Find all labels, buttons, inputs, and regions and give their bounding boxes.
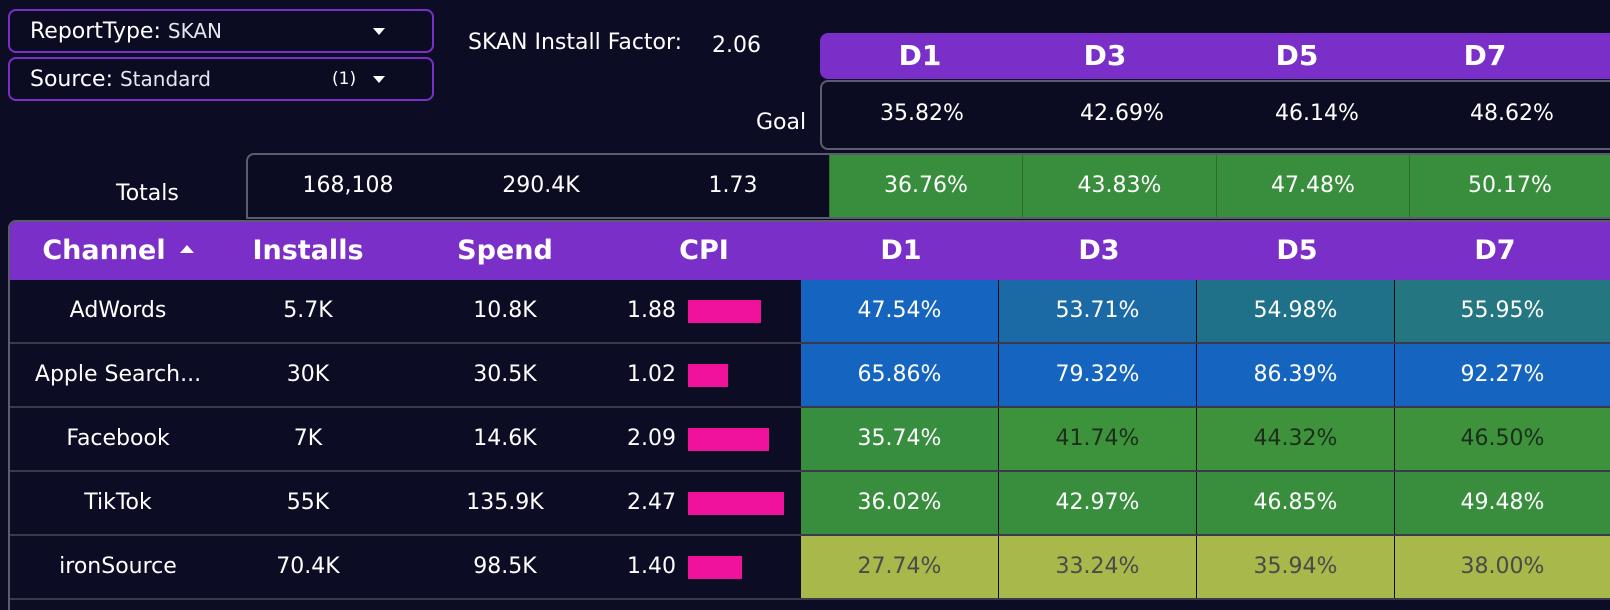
day-header-d7: D7 [1463, 39, 1507, 72]
chevron-down-icon [373, 76, 385, 83]
goal-d1: 35.82% [880, 101, 964, 126]
cpi-cell: 1.02 [627, 362, 676, 387]
retention-cell-d5: 44.32% [1196, 408, 1394, 470]
spend-cell: 30.5K [473, 362, 537, 387]
channel-cell: ironSource [59, 554, 177, 579]
channel-cell: AdWords [69, 298, 167, 323]
retention-cell-d3: 53.71% [998, 280, 1196, 342]
retention-cell-d7: 46.50% [1394, 408, 1610, 470]
spend-cell: 98.5K [473, 554, 537, 579]
spend-cell: 10.8K [473, 298, 537, 323]
table-row[interactable]: ironSource 70.4K 98.5K 1.40 27.74% 33.24% 35.9… [10, 536, 1610, 600]
day-header-d3: D3 [1083, 39, 1127, 72]
retention-cell-d7: 92.27% [1394, 344, 1610, 406]
totals-installs: 168,108 [302, 173, 394, 198]
table-row[interactable]: Apple Search... 30K 30.5K 1.02 65.86% 79.32% 8… [10, 344, 1610, 408]
goal-label: Goal [756, 110, 807, 135]
source-label: Source [30, 67, 106, 92]
column-header-d7[interactable]: D7 [1474, 235, 1516, 266]
retention-cell-d7: 38.00% [1394, 536, 1610, 598]
retention-cell-d7: 49.48% [1394, 472, 1610, 534]
retention-cell-d3: 42.97% [998, 472, 1196, 534]
source-value: Standard [119, 67, 211, 91]
report-type-dropdown[interactable]: ReportType: SKAN [8, 9, 434, 53]
day-header-d1: D1 [898, 39, 942, 72]
column-header-d1[interactable]: D1 [880, 235, 922, 266]
installs-cell: 70.4K [276, 554, 340, 579]
install-factor-label: SKAN Install Factor: [468, 30, 683, 55]
spend-cell: 14.6K [473, 426, 537, 451]
table-header: Channel Installs Spend CPI D1 D3 D5 D7 [10, 222, 1610, 280]
cpi-cell: 2.09 [627, 426, 676, 451]
totals-spend: 290.4K [502, 173, 580, 198]
cpi-bar [688, 428, 769, 451]
spend-cell: 135.9K [466, 490, 544, 515]
retention-cell-d5: 54.98% [1196, 280, 1394, 342]
channel-cell: TikTok [84, 490, 152, 515]
totals-row: 168,108 290.4K 1.73 36.76% 43.83% 47.48%… [246, 153, 1610, 219]
retention-cell-d1: 35.74% [800, 408, 998, 470]
goal-d3: 42.69% [1080, 101, 1164, 126]
channel-cell: Facebook [66, 426, 170, 451]
report-type-label: ReportType [30, 19, 154, 44]
retention-cell-d7: 55.95% [1394, 280, 1610, 342]
report-type-value: SKAN [167, 19, 222, 43]
channel-cell: Apple Search... [34, 362, 202, 387]
chevron-down-icon [373, 28, 385, 35]
install-factor-value: 2.06 [712, 33, 761, 58]
cpi-cell: 2.47 [627, 490, 676, 515]
cpi-bar [688, 300, 761, 323]
goal-d7: 48.62% [1470, 101, 1554, 126]
column-header-spend[interactable]: Spend [457, 235, 553, 266]
retention-cell-d1: 36.02% [800, 472, 998, 534]
totals-d3: 43.83% [1022, 155, 1216, 217]
totals-d7: 50.17% [1409, 155, 1610, 217]
goal-d5: 46.14% [1275, 101, 1359, 126]
retention-cell-d3: 33.24% [998, 536, 1196, 598]
retention-cell-d3: 41.74% [998, 408, 1196, 470]
column-header-cpi[interactable]: CPI [679, 235, 729, 266]
retention-cell-d1: 47.54% [800, 280, 998, 342]
column-header-d3[interactable]: D3 [1078, 235, 1120, 266]
installs-cell: 30K [286, 362, 330, 387]
sort-ascending-icon [179, 244, 194, 253]
retention-cell-d5: 35.94% [1196, 536, 1394, 598]
table-row[interactable]: Facebook 7K 14.6K 2.09 35.74% 41.74% 44.32% 46.… [10, 408, 1610, 472]
goal-row: 35.82% 42.69% 46.14% 48.62% [820, 80, 1610, 150]
installs-cell: 7K [293, 426, 323, 451]
retention-cell-d5: 46.85% [1196, 472, 1394, 534]
cpi-bar [688, 364, 728, 387]
day-header-d5: D5 [1275, 39, 1319, 72]
retention-cell-d3: 79.32% [998, 344, 1196, 406]
cpi-cell: 1.88 [627, 298, 676, 323]
column-header-channel[interactable]: Channel [18, 222, 218, 280]
retention-cell-d1: 65.86% [800, 344, 998, 406]
cpi-bar [688, 556, 742, 579]
retention-cell-d5: 86.39% [1196, 344, 1394, 406]
totals-label: Totals [116, 181, 179, 206]
column-header-d5[interactable]: D5 [1276, 235, 1318, 266]
source-dropdown[interactable]: Source: Standard (1) [8, 57, 434, 101]
retention-day-header: D1 D3 D5 D7 [820, 33, 1610, 79]
totals-d1: 36.76% [829, 155, 1022, 217]
cpi-bar [688, 492, 784, 515]
totals-cpi: 1.73 [708, 173, 758, 198]
installs-cell: 55K [286, 490, 330, 515]
table-row[interactable]: AdWords 5.7K 10.8K 1.88 47.54% 53.71% 54.98% 55… [10, 280, 1610, 344]
retention-cell-d1: 27.74% [800, 536, 998, 598]
column-header-installs[interactable]: Installs [252, 235, 364, 266]
installs-cell: 5.7K [283, 298, 333, 323]
channel-table: Channel Installs Spend CPI D1 D3 D5 D7 A… [8, 220, 1610, 610]
cpi-cell: 1.40 [627, 554, 676, 579]
totals-d5: 47.48% [1216, 155, 1409, 217]
table-row[interactable]: TikTok 55K 135.9K 2.47 36.02% 42.97% 46.85% 49.… [10, 472, 1610, 536]
source-selected-count: (1) [332, 69, 357, 89]
